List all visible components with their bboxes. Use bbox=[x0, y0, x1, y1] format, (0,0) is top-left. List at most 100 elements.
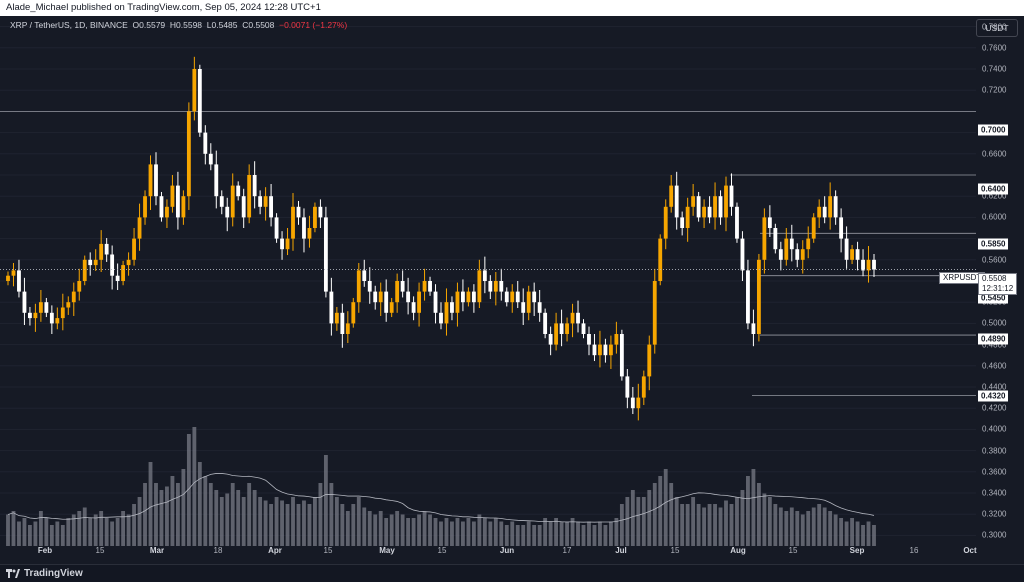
volume-bar bbox=[444, 518, 449, 546]
candle-body bbox=[740, 238, 745, 271]
candle-body bbox=[652, 281, 657, 345]
candle-body bbox=[663, 206, 668, 239]
time-tick: Jun bbox=[499, 546, 515, 555]
volume-bar bbox=[99, 511, 104, 546]
candle-body bbox=[751, 323, 756, 334]
candle-body bbox=[608, 344, 613, 356]
time-tick: 16 bbox=[909, 546, 919, 555]
volume-bar bbox=[356, 497, 361, 546]
candle-body bbox=[99, 243, 104, 260]
volume-bar bbox=[691, 497, 696, 546]
currency-button[interactable]: USDT bbox=[976, 19, 1018, 37]
volume-bar bbox=[707, 504, 712, 546]
candle-body bbox=[71, 291, 76, 303]
candle-body bbox=[466, 291, 471, 303]
candle-body bbox=[636, 397, 641, 409]
candle-body bbox=[746, 270, 750, 324]
candle-body bbox=[406, 291, 411, 303]
price-chart[interactable] bbox=[0, 16, 976, 546]
price-tick: 0.5000 bbox=[982, 318, 1007, 328]
volume-bar bbox=[576, 521, 580, 546]
volume-bar bbox=[411, 518, 416, 546]
candle-body bbox=[587, 334, 591, 345]
candle-body bbox=[674, 185, 679, 218]
volume-bar bbox=[543, 518, 548, 546]
price-tick: 0.3000 bbox=[982, 530, 1007, 540]
candle-body bbox=[104, 243, 109, 255]
volume-bar bbox=[291, 497, 295, 546]
candle-body bbox=[504, 291, 509, 303]
tradingview-logo[interactable]: TradingView bbox=[6, 565, 83, 582]
volume-bar bbox=[724, 500, 728, 546]
price-tick: 0.7200 bbox=[982, 85, 1007, 95]
volume-bar bbox=[740, 490, 745, 546]
volume-bar bbox=[521, 525, 526, 546]
volume-bar bbox=[866, 521, 871, 546]
price-tick: 0.7400 bbox=[982, 64, 1007, 74]
candle-body bbox=[307, 228, 312, 239]
candle-body bbox=[340, 312, 345, 334]
price-tick: 0.3400 bbox=[982, 488, 1007, 498]
candle-body bbox=[329, 291, 334, 324]
candle-body bbox=[313, 206, 317, 228]
candle-body bbox=[718, 196, 723, 218]
volume-bar bbox=[477, 514, 482, 546]
candle-body bbox=[685, 206, 690, 228]
volume-bar bbox=[619, 504, 624, 546]
volume-bar bbox=[504, 525, 509, 546]
volume-bar bbox=[482, 518, 487, 546]
candle-body bbox=[247, 175, 252, 218]
candle-body bbox=[576, 312, 580, 324]
candle-body bbox=[318, 206, 323, 218]
candle-body bbox=[159, 196, 164, 218]
candle-body bbox=[477, 270, 482, 303]
volume-bar bbox=[784, 511, 789, 546]
volume-bar bbox=[378, 511, 383, 546]
volume-bar bbox=[756, 483, 761, 546]
candle-body bbox=[219, 196, 224, 207]
price-axis[interactable]: 0.78000.76000.74000.72000.68000.66000.62… bbox=[976, 16, 1024, 544]
candle-body bbox=[619, 334, 624, 377]
candle-body bbox=[269, 196, 274, 218]
candle-body bbox=[121, 265, 126, 281]
candle-body bbox=[603, 344, 608, 356]
level-tag-0.4890: 0.4890 bbox=[978, 333, 1009, 345]
time-tick: 17 bbox=[562, 546, 572, 555]
candle-body bbox=[543, 312, 548, 334]
volume-bar bbox=[44, 518, 49, 546]
candle-body bbox=[11, 270, 16, 276]
candle-body bbox=[850, 249, 854, 260]
candle-body bbox=[302, 217, 306, 239]
volume-bar bbox=[762, 493, 767, 546]
volume-ma-line bbox=[7, 473, 875, 523]
candle-body bbox=[154, 164, 158, 197]
price-tick: 0.4400 bbox=[982, 382, 1007, 392]
candle-body bbox=[236, 185, 241, 197]
volume-bar bbox=[428, 514, 432, 546]
volume-bar bbox=[565, 521, 569, 546]
time-tick: 15 bbox=[437, 546, 447, 555]
high-label: H bbox=[169, 20, 177, 30]
volume-bar bbox=[110, 521, 115, 546]
candle-body bbox=[241, 196, 246, 218]
change-value: −0.0071 (−1.27%) bbox=[279, 20, 348, 30]
candle-body bbox=[362, 270, 367, 281]
candle-body bbox=[422, 281, 427, 292]
candle-body bbox=[143, 196, 147, 218]
volume-bar bbox=[263, 500, 268, 546]
candle-body bbox=[192, 69, 197, 112]
volume-bar bbox=[674, 497, 679, 546]
candle-body bbox=[828, 196, 833, 218]
candle-body bbox=[450, 302, 454, 313]
candle-body bbox=[296, 206, 301, 218]
candle-body bbox=[521, 302, 526, 313]
candle-body bbox=[274, 217, 279, 239]
candle-body bbox=[800, 249, 805, 260]
volume-bar bbox=[132, 504, 136, 546]
time-tick: Feb bbox=[37, 546, 53, 555]
candle-body bbox=[82, 259, 87, 281]
price-tick: 0.5600 bbox=[982, 255, 1007, 265]
candle-body bbox=[696, 196, 701, 218]
candle-body bbox=[33, 312, 38, 319]
volume-bar bbox=[471, 521, 476, 546]
